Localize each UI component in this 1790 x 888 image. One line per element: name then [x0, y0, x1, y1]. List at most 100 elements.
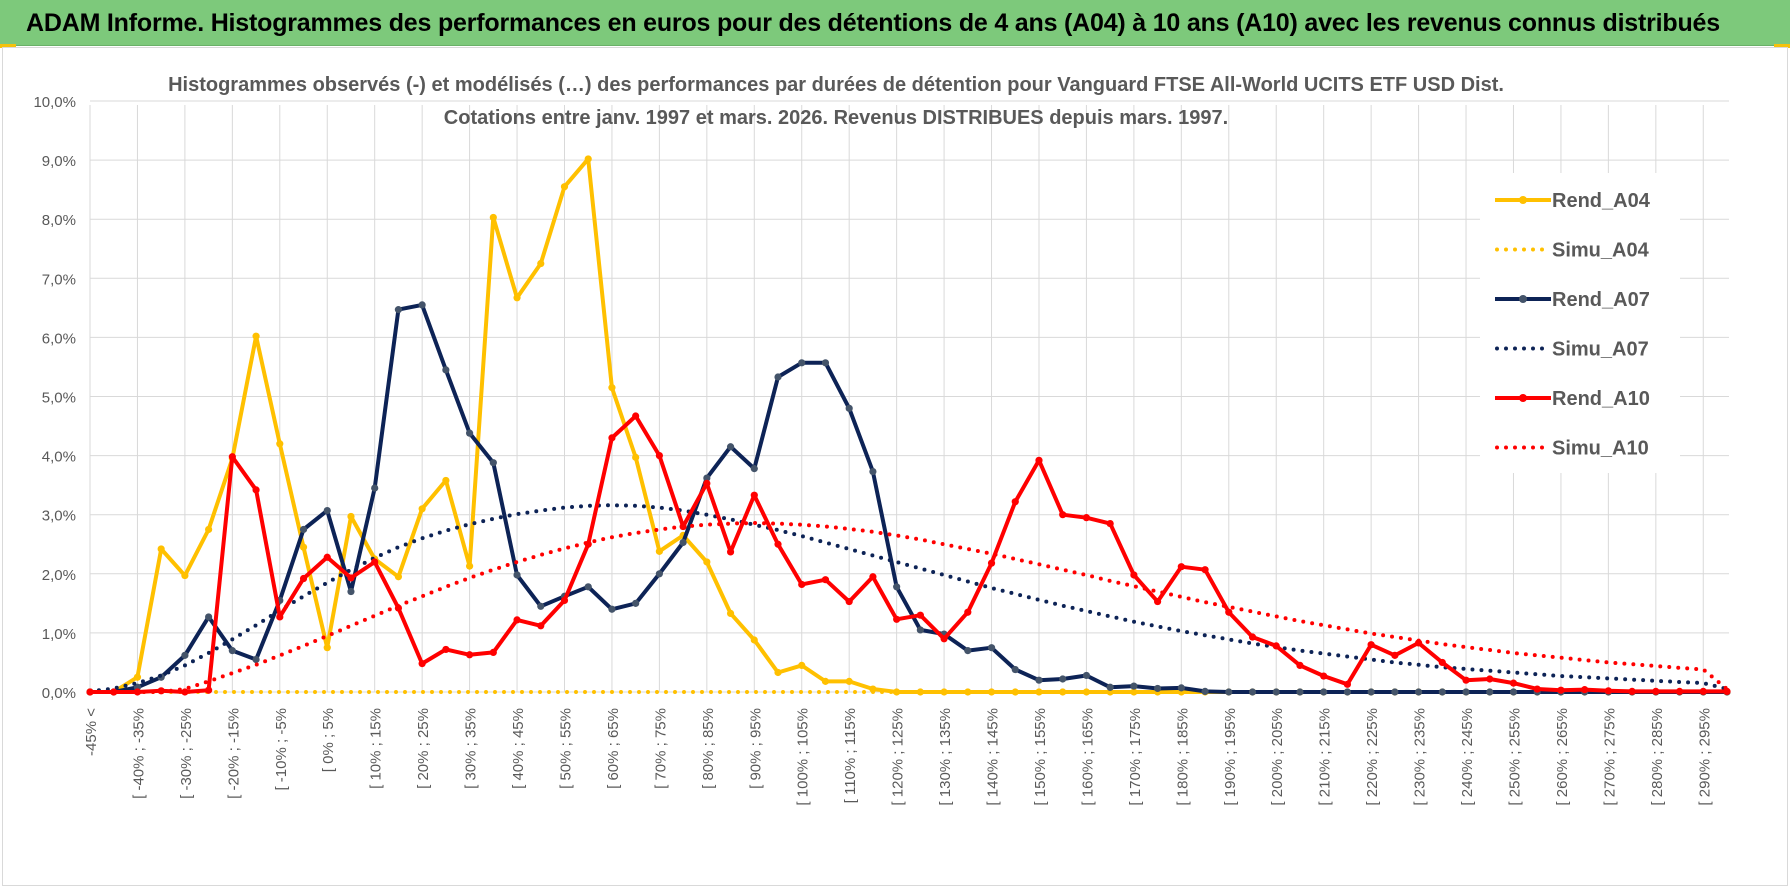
data-point-rend-a07: [228, 647, 236, 655]
data-point-rend-a10: [1391, 651, 1399, 659]
x-tick-label: [ 130% ; 135%: [937, 708, 954, 806]
chart-grid: [89, 100, 1729, 693]
data-point-rend-a07: [1201, 687, 1209, 696]
data-point-rend-a07: [750, 465, 758, 473]
data-point-rend-a07: [418, 301, 426, 309]
x-tick-label: [ -20% ; -15%: [225, 708, 242, 799]
x-tick-label: [ 140% ; 145%: [985, 708, 1002, 806]
data-point-rend-a07: [655, 570, 663, 578]
data-point-rend-a10: [703, 479, 711, 487]
y-tick-label: 1,0%: [42, 626, 76, 643]
x-tick-label: [ -30% ; -25%: [178, 708, 195, 799]
chart-title-line1: Histogrammes observés (-) et modélisés (…: [168, 74, 1504, 96]
data-point-rend-a10: [726, 548, 735, 556]
legend-label-simu-a04: Simu_A04: [1552, 240, 1650, 262]
data-point-rend-a10: [774, 540, 782, 548]
y-tick-label: 6,0%: [42, 330, 76, 347]
series-layer: [86, 155, 1731, 696]
x-tick-label: [ 20% ; 25%: [415, 708, 432, 789]
data-point-rend-a07: [323, 506, 331, 515]
data-point-rend-a07: [1154, 684, 1162, 693]
data-point-rend-a07: [299, 525, 308, 534]
data-point-rend-a07: [181, 651, 189, 659]
y-tick-label: 7,0%: [42, 271, 76, 288]
y-tick-label: 8,0%: [42, 212, 76, 229]
data-point-rend-a07: [371, 484, 379, 492]
x-tick-label: [ -10% ; -5%: [273, 708, 290, 791]
data-point-rend-a10: [1225, 608, 1233, 616]
data-point-rend-a10: [1059, 511, 1067, 519]
data-point-rend-a10: [1486, 675, 1494, 683]
y-tick-label: 4,0%: [42, 449, 76, 466]
data-point-rend-a10: [750, 491, 758, 499]
data-point-rend-a07: [608, 605, 616, 613]
data-point-rend-a07: [1082, 671, 1091, 680]
data-point-rend-a10: [537, 622, 545, 630]
data-point-rend-a04: [1035, 688, 1043, 696]
data-point-rend-a10: [1320, 672, 1328, 680]
banner: ADAM Informe. Histogrammes des performan…: [0, 0, 1790, 48]
data-point-rend-a07: [1438, 688, 1446, 696]
data-point-rend-a10: [299, 574, 308, 583]
x-tick-label: [ 160% ; 165%: [1079, 708, 1096, 806]
x-tick-label: [ 30% ; 35%: [463, 708, 480, 789]
data-point-rend-a07: [821, 359, 830, 367]
data-point-rend-a07: [1248, 688, 1257, 696]
x-tick-label: [ 110% ; 115%: [842, 708, 859, 803]
x-tick-label: [ 200% ; 205%: [1269, 708, 1286, 806]
data-point-rend-a10: [964, 608, 972, 616]
legend-label-simu-a10: Simu_A10: [1552, 438, 1649, 460]
x-tick-label: [ 210% ; 215%: [1317, 708, 1334, 806]
x-tick-label: [ 220% ; 225%: [1364, 708, 1381, 806]
data-point-rend-a07: [205, 613, 213, 621]
data-point-rend-a10: [655, 452, 663, 460]
series-line-rend-a10: [90, 414, 1727, 694]
data-point-rend-a10: [1035, 456, 1043, 464]
data-point-rend-a10: [798, 580, 806, 589]
data-point-rend-a07: [1225, 688, 1233, 696]
data-point-rend-a04: [869, 685, 877, 693]
data-point-rend-a10: [1509, 679, 1518, 687]
data-point-rend-a10: [916, 611, 924, 619]
data-point-rend-a10: [110, 688, 118, 696]
series-line-rend-a07: [90, 302, 1727, 694]
banner-corner-left: [0, 44, 16, 48]
data-point-rend-a04: [632, 453, 640, 461]
chart-legend: Rend_A04 Simu_A04 Rend_A07 Simu_A07 Rend_A10…: [1480, 173, 1680, 473]
series-line-simu-a07: [88, 503, 1729, 694]
data-point-rend-a04: [821, 677, 830, 685]
data-point-rend-a10: [632, 412, 640, 420]
data-point-rend-a10: [1201, 566, 1209, 574]
data-point-rend-a07: [1367, 688, 1375, 696]
data-point-rend-a04: [560, 183, 569, 191]
data-point-rend-a07: [1035, 676, 1043, 684]
data-point-rend-a10: [323, 553, 331, 561]
data-point-rend-a07: [845, 404, 853, 412]
data-point-rend-a04: [537, 259, 545, 268]
data-point-rend-a07: [632, 599, 640, 607]
x-tick-label: [ 240% ; 245%: [1459, 708, 1476, 806]
data-point-rend-a07: [442, 366, 450, 374]
data-point-rend-a04: [513, 294, 521, 302]
data-point-rend-a04: [323, 644, 331, 652]
data-point-rend-a07: [1391, 688, 1399, 696]
x-tick-label: [ 0% ; 5%: [320, 708, 337, 772]
data-point-rend-a07: [774, 373, 782, 381]
data-point-rend-a10: [252, 486, 260, 494]
data-point-rend-a10: [1248, 633, 1257, 641]
data-point-rend-a07: [1486, 688, 1494, 696]
data-point-rend-a07: [798, 359, 806, 367]
data-point-rend-a10: [893, 615, 901, 623]
y-tick-label: 2,0%: [42, 567, 76, 584]
legend-label-rend-a04: Rend_A04: [1552, 190, 1651, 212]
data-point-rend-a10: [1533, 685, 1541, 693]
data-point-rend-a07: [1414, 688, 1423, 696]
data-point-rend-a04: [252, 332, 260, 340]
data-point-rend-a07: [1011, 665, 1019, 674]
data-point-rend-a10: [940, 635, 948, 643]
x-tick-label: [ 50% ; 55%: [557, 708, 574, 789]
data-point-rend-a10: [1177, 563, 1185, 571]
x-tick-label: [ 90% ; 95%: [747, 708, 764, 789]
x-axis-ticks: -45% < [ -40% ; -35% [ -30% ; -25% [ -20% ;…: [83, 708, 1713, 806]
data-point-rend-a07: [1320, 688, 1328, 696]
